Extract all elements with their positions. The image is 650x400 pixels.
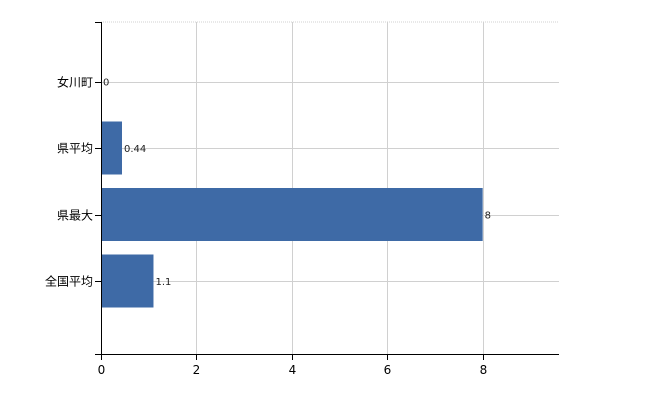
data-label-2: 0.44 xyxy=(124,144,146,155)
x-tick-label-0: 0 xyxy=(98,363,106,377)
bars xyxy=(101,121,483,308)
bar-3 xyxy=(101,188,483,241)
x-tick-label-6: 6 xyxy=(384,363,392,377)
y-tick-label-2: 県平均 xyxy=(57,142,93,156)
x-tick-label-2: 2 xyxy=(193,363,201,377)
y-tick-label-3: 県最大 xyxy=(57,209,93,223)
y-tick-label-4: 全国平均 xyxy=(45,274,93,289)
data-label-4: 1.1 xyxy=(155,277,171,288)
data-label-3: 8 xyxy=(485,211,491,222)
y-tick-label-1: 女川町 xyxy=(57,75,93,90)
bar-4 xyxy=(101,254,154,308)
x-tick-label-8: 8 xyxy=(480,363,488,377)
bar-2 xyxy=(101,121,122,175)
axes xyxy=(95,22,559,360)
data-label-1: 0 xyxy=(103,78,109,89)
x-tick-label-4: 4 xyxy=(289,363,297,377)
